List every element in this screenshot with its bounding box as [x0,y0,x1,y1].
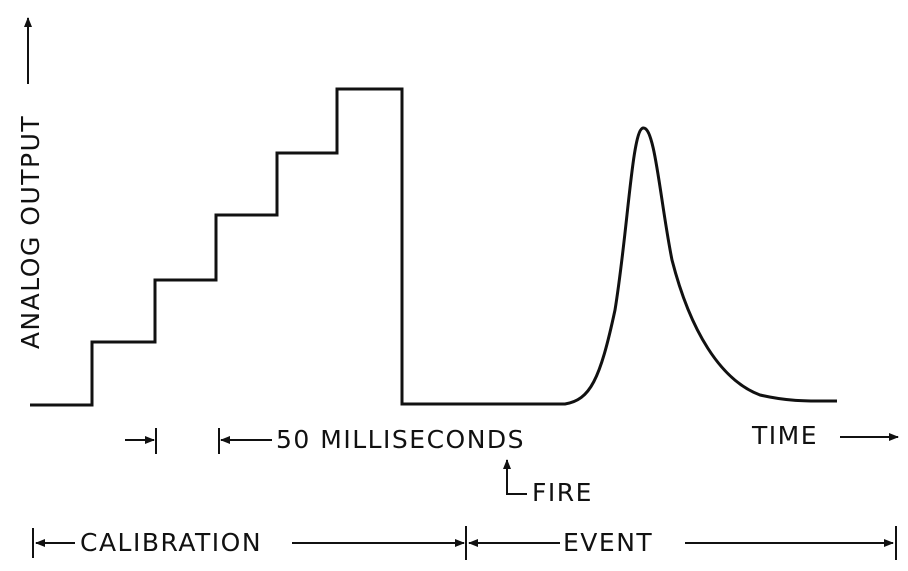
signal-trace [30,87,838,407]
fire-arrow [503,459,527,495]
interval-label: 50 MILLISECONDS [276,425,525,454]
y-axis-label: ANALOG OUTPUT [16,115,45,349]
phase-label: CALIBRATION [80,528,262,557]
phase-label: EVENT [563,528,653,557]
fire-label: FIRE [532,478,593,507]
x-axis-label: TIME [751,421,818,450]
